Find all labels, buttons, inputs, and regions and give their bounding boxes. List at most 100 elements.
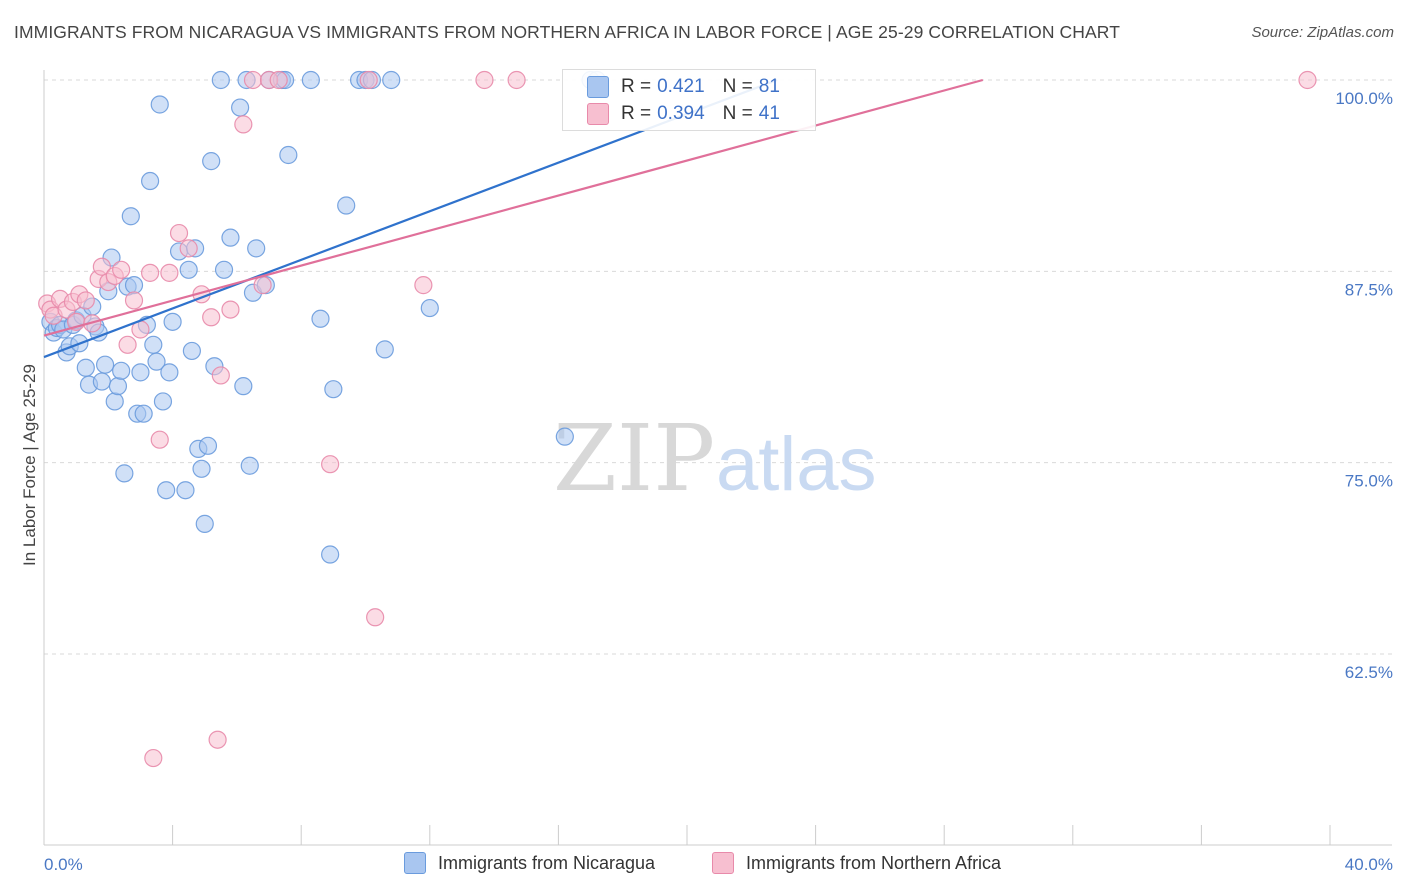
data-point bbox=[269, 70, 288, 90]
y-tick-label: 87.5% bbox=[1345, 280, 1393, 299]
data-point bbox=[144, 748, 163, 768]
data-point bbox=[76, 358, 95, 377]
data-point bbox=[144, 335, 163, 354]
data-point bbox=[134, 404, 153, 423]
data-point bbox=[140, 171, 160, 191]
data-point bbox=[169, 223, 189, 243]
data-point bbox=[420, 298, 439, 318]
data-point bbox=[92, 257, 111, 276]
data-point bbox=[112, 361, 131, 380]
data-point bbox=[160, 263, 179, 282]
legend-swatch-nicaragua bbox=[587, 76, 609, 98]
data-point bbox=[95, 355, 115, 374]
series-northern-africa-points bbox=[38, 70, 1317, 768]
data-point bbox=[115, 464, 134, 483]
data-point bbox=[475, 70, 494, 90]
data-point bbox=[147, 352, 166, 371]
data-point bbox=[124, 291, 144, 310]
watermark-atlas: atlas bbox=[716, 422, 877, 507]
series-legend-nicaragua[interactable]: Immigrants from Nicaragua bbox=[404, 852, 655, 874]
legend-r-value: 0.394 bbox=[657, 103, 705, 124]
series-swatch-nicaragua bbox=[404, 852, 426, 874]
legend-n-value: 81 bbox=[758, 76, 780, 97]
x-tick-labels: 0.0% 40.0% bbox=[44, 855, 1393, 874]
data-point bbox=[221, 300, 240, 319]
data-point bbox=[76, 291, 95, 310]
legend-n-value: 41 bbox=[758, 103, 780, 124]
gridlines bbox=[44, 79, 1392, 655]
legend-n-label: N = bbox=[722, 76, 753, 97]
data-point bbox=[337, 196, 356, 215]
data-point bbox=[195, 514, 214, 533]
data-point bbox=[211, 70, 230, 90]
y-tick-label: 100.0% bbox=[1335, 89, 1393, 108]
data-point bbox=[121, 207, 140, 226]
legend-r-label: R = bbox=[621, 103, 652, 124]
data-point bbox=[192, 459, 211, 478]
series-legend-northern-africa[interactable]: Immigrants from Northern Africa bbox=[712, 852, 1001, 874]
chart-title: IMMIGRANTS FROM NICARAGUA VS IMMIGRANTS … bbox=[14, 22, 1121, 42]
data-point bbox=[105, 392, 124, 411]
correlation-legend: R = 0.421 N = 81 R = 0.394 N = 41 bbox=[562, 69, 816, 131]
trend-lines bbox=[43, 78, 984, 359]
data-point bbox=[324, 380, 343, 399]
y-tick-labels: 100.0% 87.5% 75.0% 62.5% bbox=[1335, 89, 1393, 682]
data-point bbox=[112, 260, 131, 279]
data-point bbox=[179, 239, 198, 258]
data-point bbox=[1298, 70, 1317, 90]
data-point bbox=[150, 430, 169, 449]
trend-line-northern-africa bbox=[43, 78, 984, 337]
data-point bbox=[321, 545, 340, 564]
data-point bbox=[179, 260, 198, 279]
data-point bbox=[176, 481, 195, 500]
data-point bbox=[234, 115, 253, 134]
data-point bbox=[140, 263, 160, 282]
series-label-nicaragua: Immigrants from Nicaragua bbox=[438, 852, 656, 873]
data-point bbox=[243, 70, 263, 90]
data-point bbox=[382, 70, 401, 90]
y-tick-label: 75.0% bbox=[1345, 472, 1393, 491]
series-label-northern-africa: Immigrants from Northern Africa bbox=[746, 852, 1002, 873]
data-point bbox=[202, 152, 221, 171]
data-point bbox=[118, 335, 137, 354]
data-point bbox=[279, 145, 298, 165]
legend-r-label: R = bbox=[621, 76, 652, 97]
data-point bbox=[92, 372, 111, 391]
y-tick-label: 62.5% bbox=[1345, 663, 1393, 682]
data-point bbox=[198, 436, 218, 455]
axes bbox=[43, 70, 1392, 846]
data-point bbox=[163, 312, 182, 331]
data-point bbox=[375, 340, 394, 359]
watermark-zip: ZIP bbox=[553, 405, 715, 512]
data-point bbox=[202, 308, 221, 327]
series-swatch-northern-africa bbox=[712, 852, 734, 874]
y-axis-label: In Labor Force | Age 25-29 bbox=[20, 364, 39, 566]
series-legend: Immigrants from Nicaragua Immigrants fro… bbox=[0, 850, 1406, 878]
data-point bbox=[182, 341, 201, 361]
data-point bbox=[124, 276, 144, 295]
data-point bbox=[359, 70, 378, 90]
data-point bbox=[507, 70, 526, 90]
legend-row-nicaragua: R = 0.421 N = 81 bbox=[587, 75, 786, 99]
legend-row-northern-africa: R = 0.394 N = 41 bbox=[587, 102, 786, 126]
data-point bbox=[247, 239, 266, 258]
data-point bbox=[321, 455, 340, 474]
series-nicaragua-points bbox=[41, 70, 607, 564]
x-tick-label: 40.0% bbox=[1345, 855, 1393, 874]
x-tick-label: 0.0% bbox=[44, 855, 83, 874]
data-point bbox=[366, 608, 385, 627]
data-point bbox=[214, 260, 234, 279]
data-point bbox=[555, 427, 574, 446]
data-point bbox=[311, 309, 330, 328]
data-point bbox=[208, 730, 227, 749]
data-point bbox=[253, 276, 272, 295]
data-point bbox=[240, 456, 259, 475]
source-credit: Source: ZipAtlas.com bbox=[1251, 24, 1394, 41]
data-point bbox=[211, 366, 230, 385]
data-point bbox=[160, 363, 179, 382]
data-point bbox=[221, 228, 240, 247]
legend-r-value: 0.421 bbox=[657, 76, 705, 97]
data-point bbox=[414, 276, 433, 295]
legend-swatch-northern-africa bbox=[587, 103, 609, 125]
